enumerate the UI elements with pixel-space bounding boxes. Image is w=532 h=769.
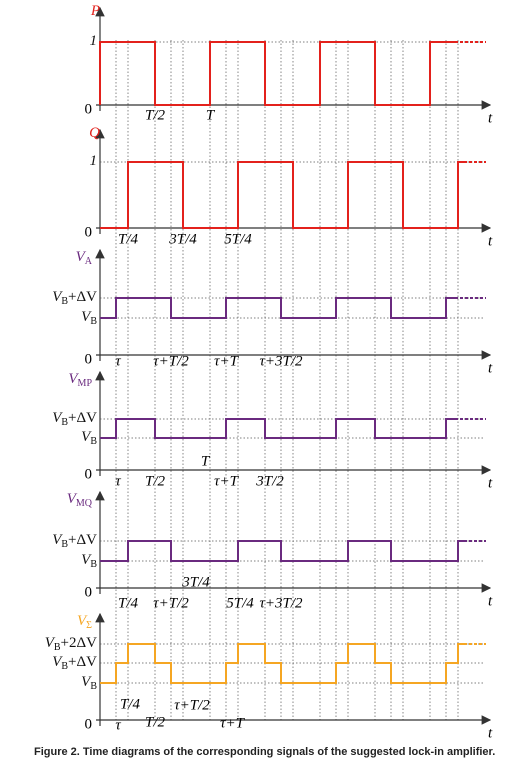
label: VB — [81, 309, 97, 327]
waveform — [100, 540, 464, 562]
label: VB+2ΔV — [45, 635, 97, 653]
label-sub: B — [61, 661, 68, 672]
label: VMQ — [67, 491, 93, 509]
label-sub: B — [61, 539, 68, 550]
x-label: T/2 — [145, 473, 166, 489]
x-label: τ+T/2 — [153, 353, 189, 369]
waveform — [99, 41, 455, 106]
axis-label: t — [488, 593, 493, 609]
x-label: τ+T — [220, 715, 245, 731]
axis-label: t — [488, 233, 493, 249]
label-main: 1 — [90, 153, 98, 169]
label-main: V — [52, 532, 63, 548]
axis-label: t — [488, 360, 493, 376]
waveform — [100, 643, 464, 684]
label-main: 1 — [90, 33, 98, 49]
label-main: V — [81, 309, 92, 325]
label-main: V — [68, 371, 79, 387]
label-main: V — [76, 249, 87, 265]
label-main: Q — [89, 125, 100, 141]
label-sub: B — [90, 681, 97, 692]
label: Q — [89, 125, 100, 141]
waveform — [100, 418, 455, 439]
label-sub: B — [61, 417, 68, 428]
label-main: V — [81, 552, 92, 568]
x-label: τ+3T/2 — [259, 353, 303, 369]
label: VB — [81, 674, 97, 692]
label-sub: B — [90, 436, 97, 447]
label-sub: B — [54, 642, 61, 653]
label-main: V — [45, 635, 56, 651]
guides — [115, 40, 459, 722]
x-label: T/4 — [120, 696, 141, 712]
x-label: τ — [115, 717, 121, 733]
x-label: 3T/4 — [181, 574, 210, 590]
origin-label: 0 — [85, 716, 93, 732]
x-label: τ+T/2 — [153, 595, 189, 611]
x-label: T/4 — [118, 231, 139, 247]
x-label: T/4 — [118, 595, 139, 611]
label-main: V — [52, 289, 63, 305]
x-label: 5T/4 — [226, 595, 254, 611]
x-label: τ — [115, 353, 121, 369]
label-main: V — [77, 613, 88, 629]
label-main: V — [67, 491, 78, 507]
label: VB — [81, 429, 97, 447]
caption: Figure 2. Time diagrams of the correspon… — [34, 746, 495, 758]
label-rest: +ΔV — [68, 289, 97, 305]
x-label: 3T/4 — [168, 231, 197, 247]
origin-label: 0 — [85, 351, 93, 367]
x-label: τ — [115, 473, 121, 489]
origin-label: 0 — [85, 101, 93, 117]
axis-label: t — [488, 475, 493, 491]
label: 1 — [90, 153, 98, 169]
waveform — [100, 297, 455, 319]
waveform — [100, 161, 464, 229]
label-main: V — [52, 410, 63, 426]
label-sub: A — [85, 256, 93, 267]
x-label: T — [201, 453, 211, 469]
label-main: V — [81, 429, 92, 445]
label: VB — [81, 552, 97, 570]
x-label: τ+3T/2 — [259, 595, 303, 611]
label-rest: +ΔV — [68, 654, 97, 670]
x-label: T/2 — [145, 714, 166, 730]
origin-label: 0 — [85, 584, 93, 600]
label-sub: B — [90, 316, 97, 327]
label: VB+ΔV — [52, 532, 97, 550]
label-main: V — [81, 674, 92, 690]
label-rest: +ΔV — [68, 410, 97, 426]
axis-label: t — [488, 110, 493, 126]
label-sub: B — [61, 296, 68, 307]
label: VA — [76, 249, 93, 267]
x-label: τ+T — [214, 353, 239, 369]
label: VB+ΔV — [52, 654, 97, 672]
label-sub: Σ — [86, 620, 92, 631]
x-label: 3T/2 — [255, 473, 284, 489]
x-label: τ+T — [214, 473, 239, 489]
origin-label: 0 — [85, 466, 93, 482]
label-sub: MQ — [76, 498, 93, 509]
label: VB+ΔV — [52, 289, 97, 307]
origin-label: 0 — [85, 224, 93, 240]
label-main: P — [90, 3, 100, 19]
label: VMP — [68, 371, 92, 389]
x-label: 5T/4 — [224, 231, 252, 247]
x-label: T — [206, 107, 216, 123]
label-main: V — [52, 654, 63, 670]
axis-label: t — [488, 725, 493, 741]
label: VB+ΔV — [52, 410, 97, 428]
label-rest: +ΔV — [68, 532, 97, 548]
label: VΣ — [77, 613, 92, 631]
x-label: T/2 — [145, 107, 166, 123]
label: 1 — [90, 33, 98, 49]
x-label: τ+T/2 — [174, 697, 210, 713]
label: P — [90, 3, 100, 19]
label-sub: MP — [78, 378, 93, 389]
label-rest: +2ΔV — [61, 635, 98, 651]
label-sub: B — [90, 559, 97, 570]
